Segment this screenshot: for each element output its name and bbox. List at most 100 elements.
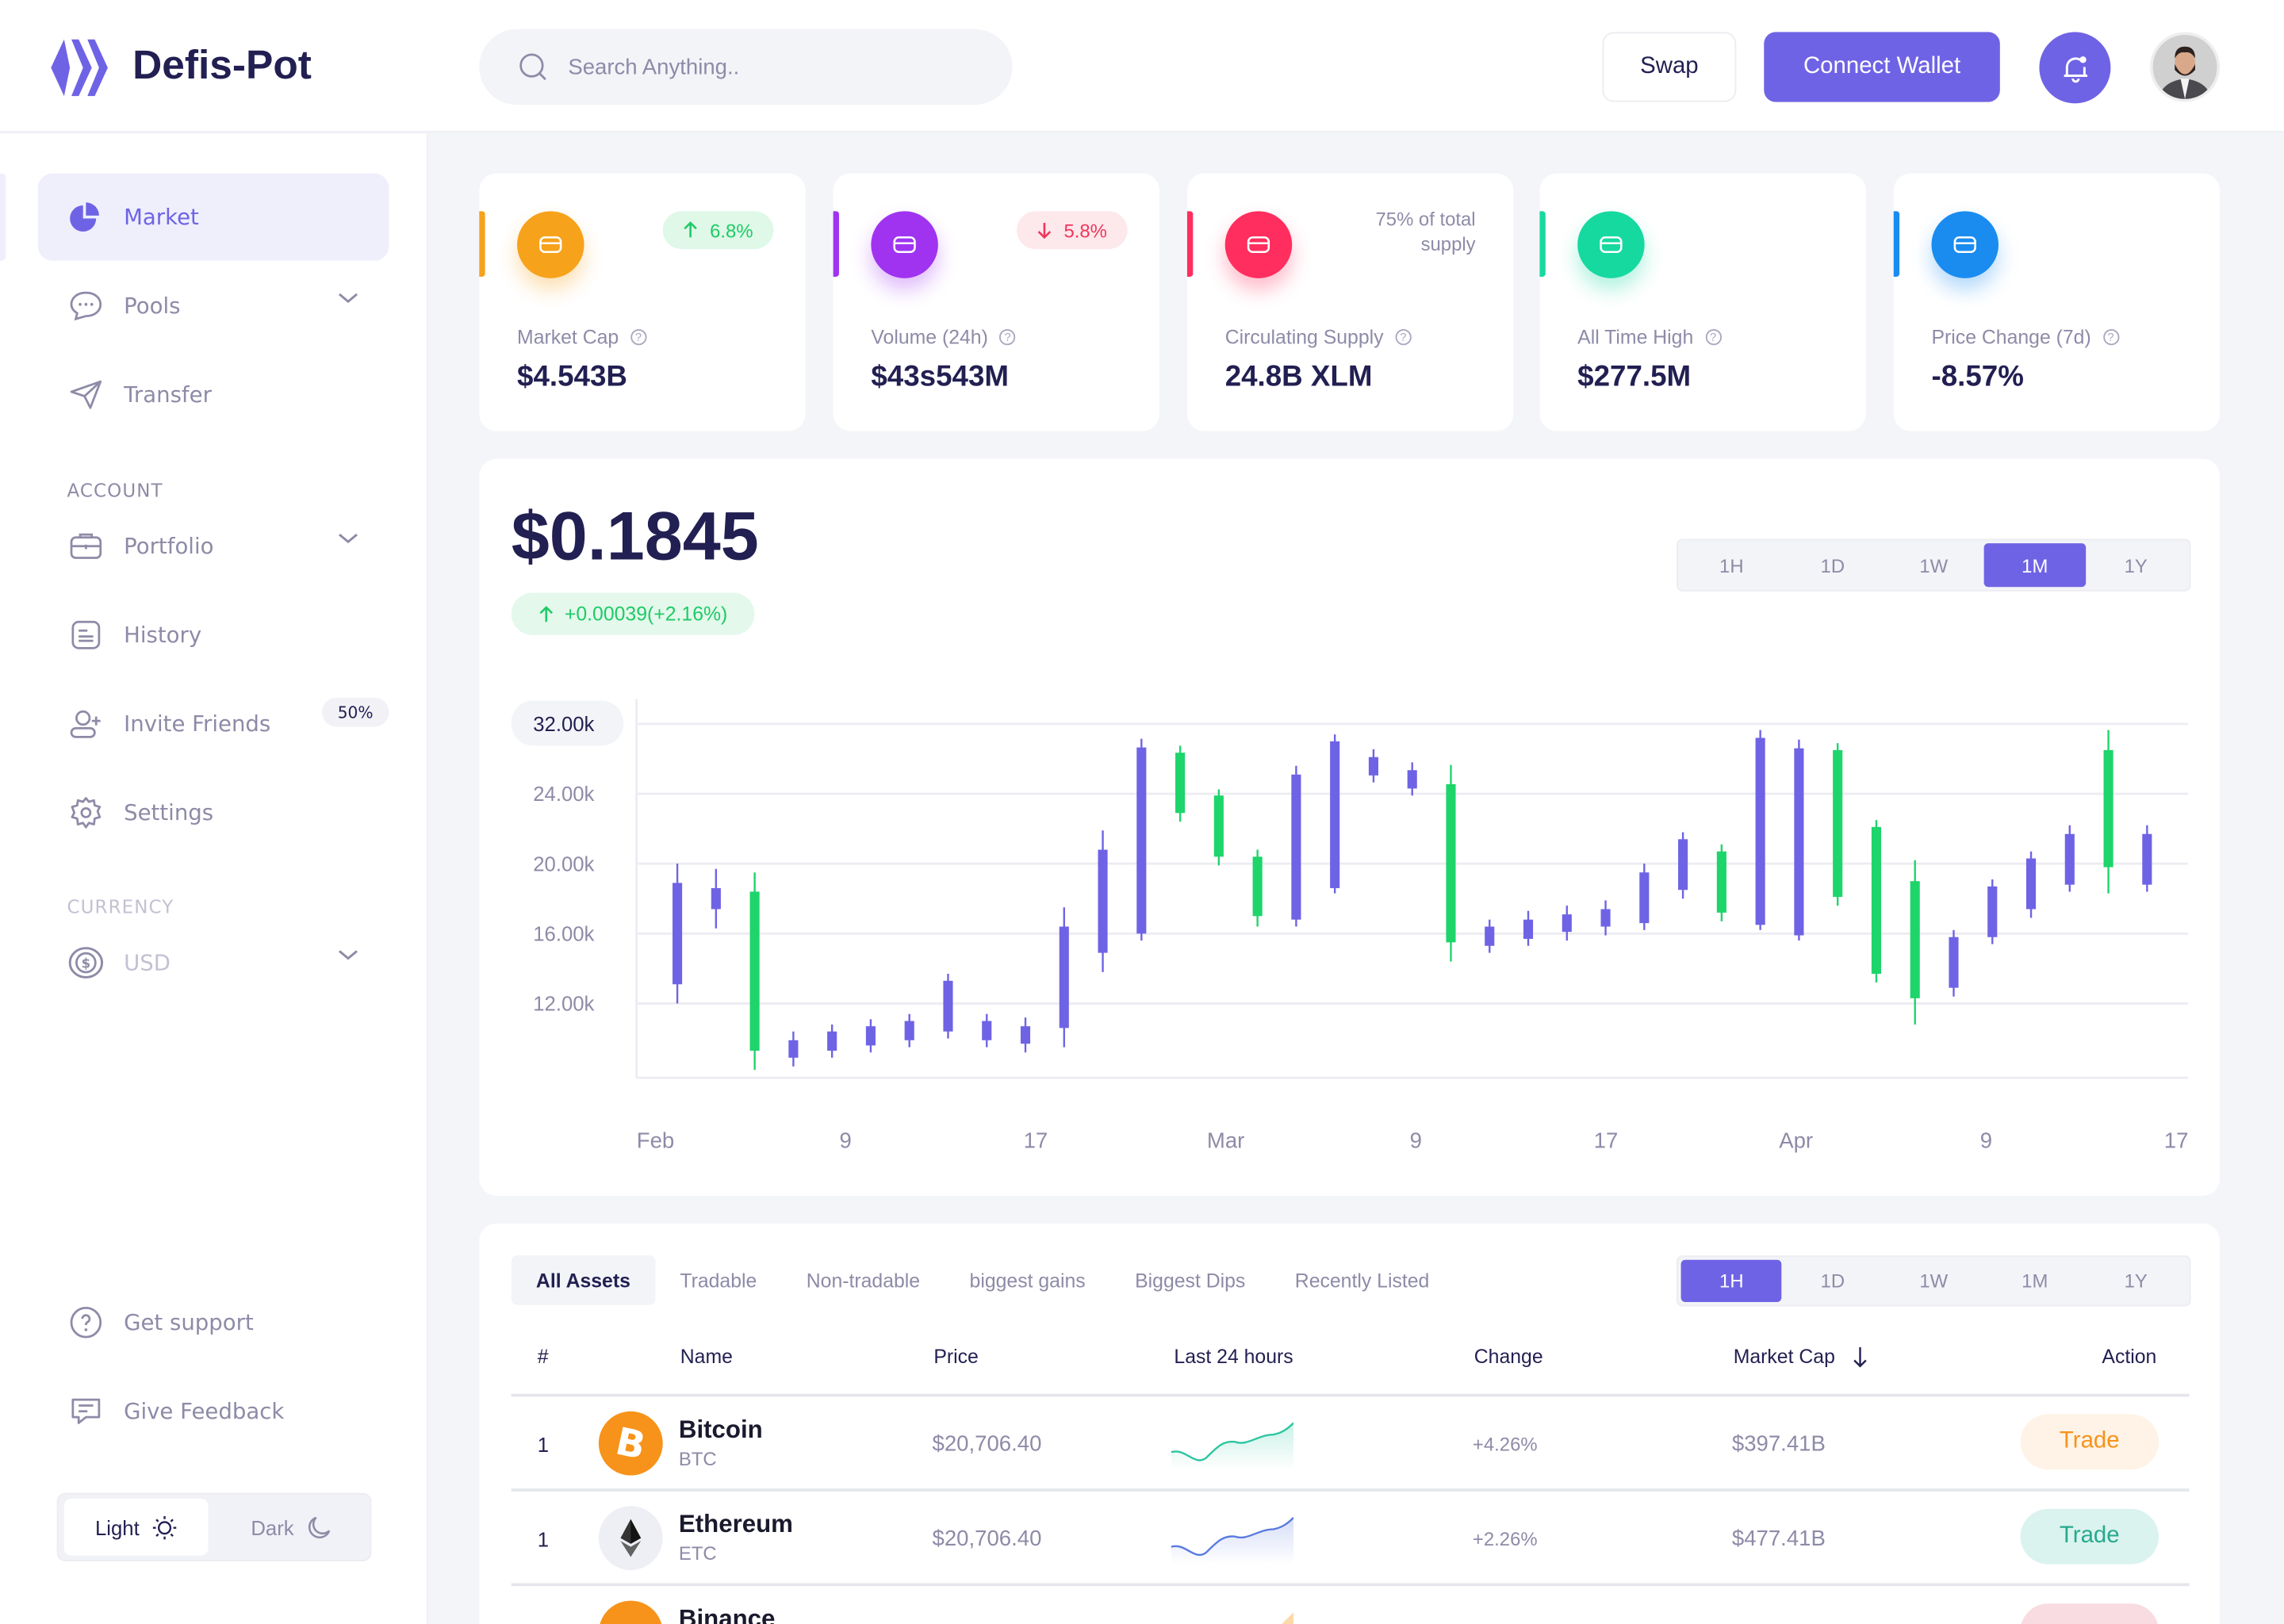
tab-non-tradable[interactable]: Non-tradable [806, 1269, 921, 1292]
price: $20,706.40 [932, 1526, 1042, 1552]
col-last-24h: Last 24 hours [1174, 1346, 1293, 1368]
svg-text:$: $ [82, 956, 90, 971]
sidebar-item-invite-friends[interactable]: Invite Friends 50% [38, 680, 389, 768]
y-tick-label: 24.00k [533, 783, 594, 806]
tab-recently-listed[interactable]: Recently Listed [1294, 1269, 1430, 1292]
stat-label: Volume (24h)? [871, 326, 1016, 348]
stat-accent-bar [479, 211, 485, 277]
candle-body [827, 1031, 837, 1051]
chevron-down-icon[interactable] [336, 531, 359, 546]
candle-body [1291, 774, 1301, 920]
coin-name[interactable]: Ethereum [678, 1510, 793, 1538]
stat-label-text: Price Change (7d) [1931, 326, 2091, 348]
table-timeframe-1m[interactable]: 1M [2021, 1270, 2048, 1293]
help-icon[interactable]: ? [999, 329, 1016, 346]
moon-icon [308, 1515, 330, 1538]
arrow-down-icon [1038, 223, 1052, 239]
sidebar-item-label: Portfolio [124, 533, 214, 560]
currency-select[interactable]: $ USD [38, 919, 389, 1006]
col-change: Change [1473, 1346, 1543, 1368]
trade-button[interactable] [2020, 1603, 2159, 1624]
sidebar-item-label: Get support [124, 1309, 254, 1336]
sidebar: Market Pools Transfer ACCOUNT Portfolio … [0, 133, 428, 1624]
chart-timeframe-1y[interactable]: 1Y [2124, 553, 2148, 576]
change: +4.26% [1472, 1433, 1538, 1455]
tab-tradable[interactable]: Tradable [680, 1269, 757, 1292]
price: $20,706.40 [932, 1431, 1042, 1457]
stat-label: Price Change (7d)? [1932, 326, 2119, 348]
candle-body [982, 1021, 992, 1040]
x-tick-label: 9 [1410, 1128, 1422, 1152]
search-input[interactable]: Search Anything.. [479, 29, 1013, 105]
theme-light-option[interactable]: Light [63, 1498, 209, 1556]
help-icon[interactable]: ? [630, 329, 647, 346]
connect-wallet-button[interactable]: Connect Wallet [1764, 32, 2000, 102]
col-name: Name [680, 1346, 733, 1368]
arrow-up-icon [684, 221, 698, 238]
trade-button[interactable]: Trade [2020, 1508, 2159, 1565]
help-icon[interactable]: ? [1395, 329, 1412, 346]
sidebar-item-transfer[interactable]: Transfer [38, 351, 389, 439]
candle-body [1252, 856, 1263, 917]
sidebar-item-get-support[interactable]: Get support [38, 1279, 389, 1366]
arrow-down-icon[interactable] [1853, 1346, 1867, 1369]
coin-name[interactable]: Bitcoin [678, 1415, 763, 1444]
sidebar-item-portfolio[interactable]: Portfolio [38, 503, 389, 590]
notifications-button[interactable] [2039, 32, 2111, 104]
table-timeframe-1d[interactable]: 1D [1820, 1270, 1845, 1293]
stat-accent-bar [1186, 211, 1194, 277]
tab-biggest-dips[interactable]: Biggest Dips [1135, 1269, 1246, 1292]
candle-body [1330, 741, 1340, 889]
x-tick-label: Apr [1779, 1128, 1813, 1152]
top-header: Defis-Pot Search Anything.. Swap Connect… [0, 0, 2284, 133]
currency-label: USD [124, 949, 171, 976]
candlestick-chart: 12.00k 16.00k 20.00k 24.00k 32.00k Feb 9 17 Mar 9… [511, 699, 2188, 1152]
help-icon[interactable]: ? [2102, 329, 2119, 346]
table-row: 1 B Bitcoin BTC $20,706.40 +4.26% $397.4… [511, 1393, 2190, 1488]
binance-icon [598, 1600, 663, 1624]
sidebar-item-pools[interactable]: Pools [38, 262, 389, 350]
chart-timeframe-1m[interactable]: 1M [1984, 543, 2086, 588]
table-timeframe-1w[interactable]: 1W [1919, 1270, 1949, 1293]
chart-timeframe-1h[interactable]: 1H [1719, 553, 1744, 576]
chevron-down-icon[interactable] [336, 291, 359, 305]
card-icon [1224, 211, 1293, 278]
y-tick-highlight [511, 700, 624, 746]
account-heading: ACCOUNT [67, 479, 163, 501]
chart-growth-icon [517, 211, 584, 278]
stat-label: Circulating Supply? [1225, 326, 1412, 348]
chart-timeframe-1w[interactable]: 1W [1919, 553, 1949, 576]
dollar-coin-icon: $ [67, 944, 105, 982]
candle-body [2064, 833, 2075, 885]
asset-tabs: All Assets Tradable Non-tradable biggest ga… [511, 1255, 1454, 1305]
swap-button[interactable]: Swap [1602, 32, 1737, 102]
wallet-icon [1931, 211, 1998, 278]
sidebar-item-history[interactable]: History [38, 592, 389, 679]
stat-label: Market Cap? [517, 326, 647, 348]
table-timeframe-1y[interactable]: 1Y [2124, 1270, 2148, 1293]
candle-body [1678, 839, 1688, 891]
sidebar-item-give-feedback[interactable]: Give Feedback [38, 1368, 389, 1455]
candle-body [711, 888, 721, 910]
user-avatar[interactable] [2150, 32, 2221, 102]
invite-badge: 50% [321, 697, 389, 727]
chart-timeframe-1d[interactable]: 1D [1820, 553, 1845, 576]
theme-dark-option[interactable]: Dark [219, 1499, 365, 1556]
col-market-cap[interactable]: Market Cap [1734, 1346, 1868, 1369]
tab-biggest-gains[interactable]: biggest gains [969, 1269, 1086, 1292]
table-timeframe-1h[interactable]: 1H [1680, 1259, 1783, 1303]
current-price: $0.1845 [511, 496, 759, 574]
help-icon[interactable]: ? [1704, 329, 1722, 346]
candle-body [1407, 770, 1417, 789]
candle-body [1213, 795, 1224, 857]
coin-name[interactable]: Binance [678, 1605, 776, 1624]
stat-card: 5.8% Volume (24h)? $43s543M [833, 173, 1160, 431]
candle-body [1562, 914, 1572, 933]
sidebar-item-settings[interactable]: Settings [38, 769, 389, 856]
sun-icon [152, 1515, 176, 1539]
trade-button[interactable]: Trade [2020, 1414, 2159, 1470]
market-cap: $477.41B [1731, 1526, 1826, 1552]
sidebar-item-market[interactable]: Market [37, 173, 389, 261]
chevron-down-icon[interactable] [336, 948, 359, 963]
tab-all-assets[interactable]: All Assets [511, 1255, 656, 1305]
